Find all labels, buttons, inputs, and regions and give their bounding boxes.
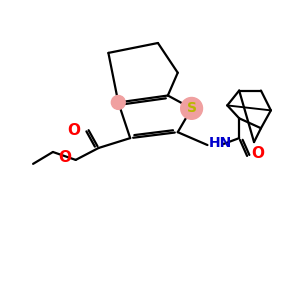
Text: O: O [251,146,264,161]
Text: HN: HN [208,136,232,150]
Text: O: O [59,150,72,165]
Text: O: O [68,123,81,138]
Text: S: S [187,101,196,116]
Circle shape [181,98,202,119]
Circle shape [111,95,125,110]
